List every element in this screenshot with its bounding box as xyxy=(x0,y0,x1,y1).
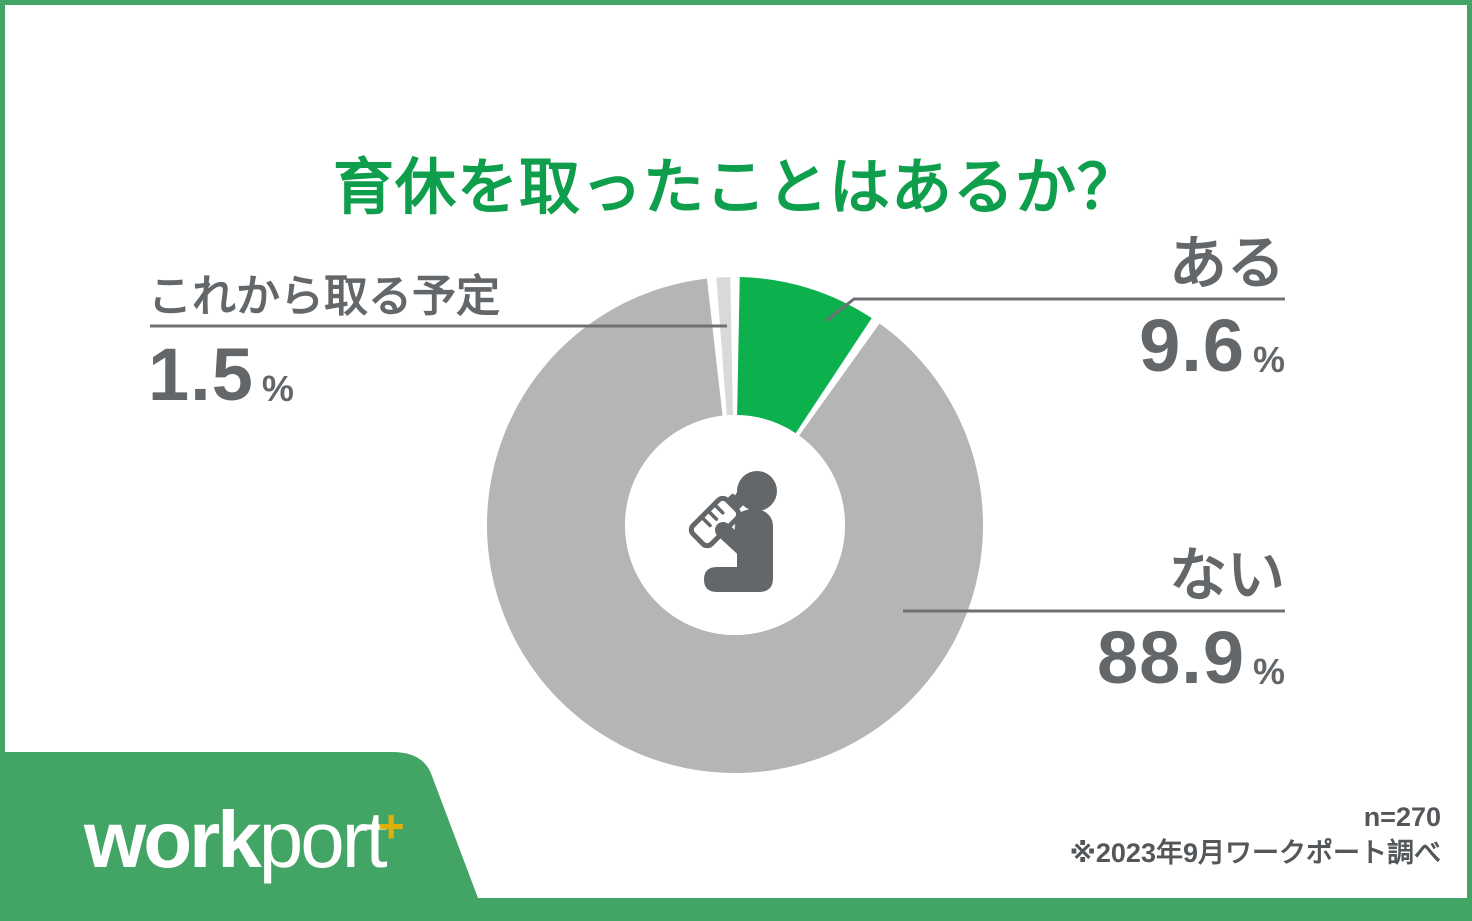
donut-chart xyxy=(485,275,985,775)
donut-segment-2 xyxy=(716,277,733,416)
page-title: 育休を取ったことはあるか？ xyxy=(332,152,1139,221)
segment-label-yotei: これから取る予定 xyxy=(148,272,500,321)
donut-segment-1 xyxy=(487,278,984,773)
callout-yotei: これから取る予定 1.5 % xyxy=(148,272,500,412)
plus-icon: + xyxy=(377,800,405,852)
segment-value-aru: 9.6 xyxy=(1139,304,1245,387)
percent-sign: % xyxy=(1252,651,1285,692)
segment-label-aru: ある xyxy=(1168,231,1285,296)
segment-label-nai: ない xyxy=(1168,543,1285,608)
callout-aru: ある 9.6 % xyxy=(1139,233,1285,383)
segment-value-nai: 88.9 xyxy=(1096,616,1245,699)
logo-work: work xyxy=(84,795,262,884)
logo-t: t xyxy=(365,795,387,884)
segment-value-yotei: 1.5 xyxy=(148,333,254,416)
percent-sign: % xyxy=(261,368,294,409)
donut-svg xyxy=(487,277,984,773)
survey-source-note: ※2023年9月ワークポート調べ xyxy=(1069,838,1441,868)
sample-size: n=270 xyxy=(1363,802,1441,832)
survey-source: n=270 ※2023年9月ワークポート調べ xyxy=(1070,800,1441,870)
footer-green-band xyxy=(0,752,1472,921)
logo-por: por xyxy=(258,795,369,884)
baby-drinking-bottle-icon xyxy=(688,471,777,592)
workport-logo: workport + xyxy=(84,800,405,880)
donut-center-hole xyxy=(625,415,845,635)
callout-nai: ない 88.9 % xyxy=(1097,545,1285,695)
percent-sign: % xyxy=(1252,339,1285,380)
